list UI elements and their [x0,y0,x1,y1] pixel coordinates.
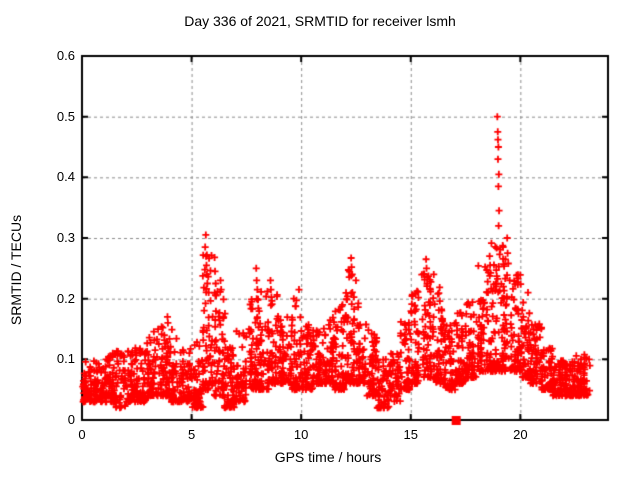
x-tick-label: 0 [78,427,86,442]
y-axis-label: SRMTID / TECUs [8,214,24,326]
y-tick-label: 0.4 [56,169,75,185]
x-tick-label: 20 [513,427,528,442]
x-tick-label: 15 [403,427,418,442]
y-tick-label: 0.1 [56,351,75,367]
x-tick-label: 5 [187,427,196,442]
y-tick-label: 0 [67,412,75,427]
y-tick-label: 0.6 [56,48,75,63]
y-tick-label: 0.2 [56,290,75,306]
y-tick-label: 0.5 [56,108,75,124]
chart-title: Day 336 of 2021, SRMTID for receiver lsm… [184,13,456,29]
x-tick-label: 10 [293,427,309,442]
x-axis-label: GPS time / hours [274,449,382,465]
y-tick-label: 0.3 [56,230,75,245]
